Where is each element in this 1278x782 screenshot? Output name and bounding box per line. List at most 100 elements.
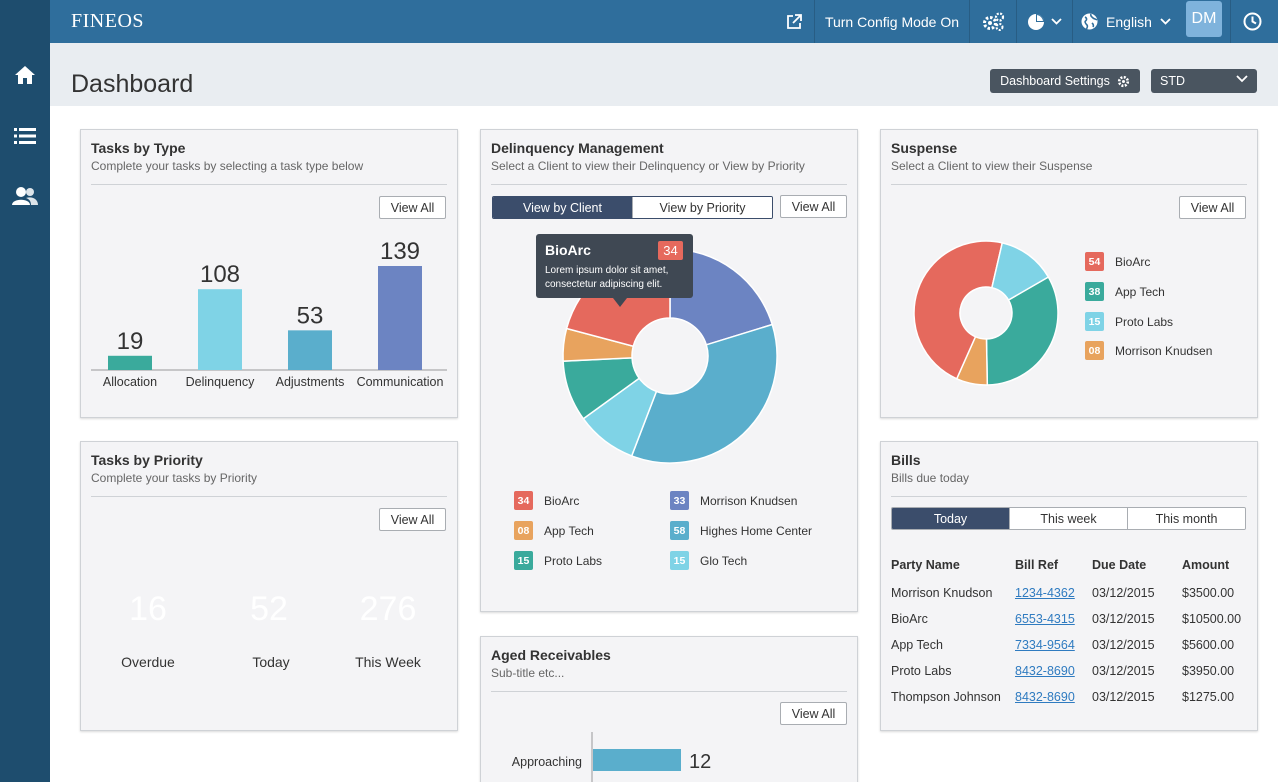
- legend-item[interactable]: 15 Proto Labs: [1085, 312, 1173, 331]
- legend-item[interactable]: 54 BioArc: [1085, 252, 1150, 271]
- legend-label: Highes Home Center: [700, 523, 813, 538]
- separator: [1230, 0, 1231, 43]
- tooltip-badge: 34: [658, 241, 683, 260]
- card-title: Delinquency Management: [491, 140, 664, 156]
- view-all-button[interactable]: View All: [379, 508, 446, 531]
- party-name: BioArc: [891, 612, 928, 626]
- pie-slice[interactable]: [913, 240, 1004, 380]
- legend-item[interactable]: 33 Morrison Knudsen: [670, 491, 797, 510]
- language-select[interactable]: English: [1073, 0, 1179, 43]
- bar[interactable]: [378, 266, 422, 370]
- legend-item[interactable]: 58 Highes Home Center: [670, 521, 812, 540]
- category-label: Delinquency: [186, 375, 256, 389]
- view-all-button[interactable]: View All: [379, 196, 446, 219]
- legend-label: Morrison Knudsen: [700, 493, 798, 508]
- legend-item[interactable]: 15 Glo Tech: [670, 551, 747, 570]
- users-icon: [12, 187, 38, 205]
- legend-label: BioArc: [544, 493, 580, 508]
- bill-ref-link[interactable]: 8432-8690: [1015, 690, 1075, 704]
- external-link-button[interactable]: [782, 0, 806, 43]
- divider: [91, 184, 447, 185]
- separator: [1016, 0, 1017, 43]
- divider: [891, 184, 1247, 185]
- delinquency-view-tabs: View by Client View by Priority: [492, 196, 773, 219]
- view-select-value: STD: [1160, 74, 1185, 88]
- legend-item[interactable]: 08 App Tech: [514, 521, 594, 540]
- chevron-down-icon: [1160, 18, 1171, 25]
- due-date: 03/12/2015: [1092, 690, 1155, 704]
- bar[interactable]: [108, 355, 152, 370]
- language-label: English: [1106, 13, 1152, 30]
- bill-ref-link[interactable]: 7334-9564: [1015, 638, 1075, 652]
- home-button[interactable]: [0, 55, 50, 95]
- page-title: Dashboard: [71, 70, 194, 98]
- card-subtitle: Select a Client to view their Suspense: [891, 159, 1093, 173]
- suspense-donut-chart: [913, 240, 1059, 386]
- bill-ref-link[interactable]: 1234-4362: [1015, 586, 1075, 600]
- legend-item[interactable]: 08 Morrison Knudsen: [1085, 341, 1212, 360]
- overdue-count[interactable]: 16: [129, 589, 167, 628]
- due-date: 03/12/2015: [1092, 612, 1155, 626]
- today-count[interactable]: 52: [250, 589, 288, 628]
- bar-value-label: 108: [200, 261, 240, 288]
- bill-ref-link[interactable]: 8432-8690: [1015, 664, 1075, 678]
- legend-item[interactable]: 34 BioArc: [514, 491, 579, 510]
- tooltip-body: Lorem ipsum dolor sit amet, consectetur …: [545, 265, 669, 290]
- table-row: Proto Labs 8432-8690 03/12/2015 $3950.00: [891, 658, 1250, 684]
- this-week-count[interactable]: 276: [359, 589, 417, 628]
- dashboard-settings-button[interactable]: Dashboard Settings: [990, 69, 1140, 93]
- view-all-button[interactable]: View All: [780, 195, 847, 218]
- bar[interactable]: [593, 749, 681, 771]
- tab-view-by-priority[interactable]: View by Priority: [632, 197, 772, 218]
- party-name: Proto Labs: [891, 664, 952, 678]
- history-button[interactable]: [1236, 0, 1268, 43]
- pie-slice[interactable]: [985, 275, 1059, 386]
- view-all-button[interactable]: View All: [1179, 196, 1246, 219]
- view-all-button[interactable]: View All: [780, 702, 847, 725]
- party-name: Thompson Johnson: [891, 690, 1001, 704]
- legend-label: Proto Labs: [544, 553, 603, 568]
- legend-item[interactable]: 15 Proto Labs: [514, 551, 602, 570]
- legend-item[interactable]: 38 App Tech: [1085, 282, 1165, 301]
- category-label: Allocation: [103, 375, 157, 389]
- view-select[interactable]: STD: [1151, 69, 1257, 93]
- settings-button[interactable]: [970, 0, 1016, 43]
- bar-value-label: 12: [689, 751, 711, 773]
- bill-ref-link[interactable]: 6553-4315: [1015, 612, 1075, 626]
- list-button[interactable]: [0, 116, 50, 156]
- column-header: Bill Ref: [1015, 558, 1059, 572]
- divider: [491, 184, 847, 185]
- party-name: App Tech: [891, 638, 943, 652]
- bar[interactable]: [198, 289, 242, 370]
- users-button[interactable]: [0, 176, 50, 216]
- tab-this-week[interactable]: This week: [1009, 508, 1127, 529]
- tab-view-by-client[interactable]: View by Client: [493, 197, 632, 218]
- gears-icon: [983, 11, 1005, 31]
- party-name: Morrison Knudson: [891, 586, 993, 600]
- legend-badge: 34: [514, 491, 533, 510]
- category-label: Approaching: [512, 755, 582, 769]
- amount: $1275.00: [1182, 690, 1235, 704]
- config-mode-button[interactable]: Turn Config Mode On: [824, 13, 960, 30]
- legend-badge: 08: [1085, 341, 1104, 360]
- pie-slice[interactable]: [630, 323, 778, 464]
- pie-slice[interactable]: [669, 248, 774, 346]
- pie-chart-icon: [1027, 13, 1044, 30]
- tab-today[interactable]: Today: [892, 508, 1009, 529]
- dashboard-settings-label: Dashboard Settings: [1000, 74, 1110, 88]
- user-avatar[interactable]: DM: [1186, 1, 1222, 37]
- tab-this-month[interactable]: This month: [1127, 508, 1245, 529]
- suspense-card: Suspense Select a Client to view their S…: [880, 129, 1258, 418]
- divider: [91, 496, 447, 497]
- clock-icon: [1243, 12, 1261, 31]
- bar[interactable]: [288, 330, 332, 370]
- tasks-by-type-chart: 19 Allocation 108 Delinquency 53 Adjustments 1…: [91, 238, 447, 389]
- chevron-down-icon: [1050, 18, 1062, 25]
- legend-badge: 15: [514, 551, 533, 570]
- chart-menu-button[interactable]: [1017, 0, 1071, 43]
- chart-tooltip: BioArc 34 Lorem ipsum dolor sit amet, co…: [536, 234, 693, 298]
- pie-slice[interactable]: [990, 241, 1050, 302]
- card-title: Tasks by Priority: [91, 452, 203, 468]
- delinquency-card: Delinquency Management Select a Client t…: [480, 129, 858, 612]
- overdue-label: Overdue: [121, 654, 175, 670]
